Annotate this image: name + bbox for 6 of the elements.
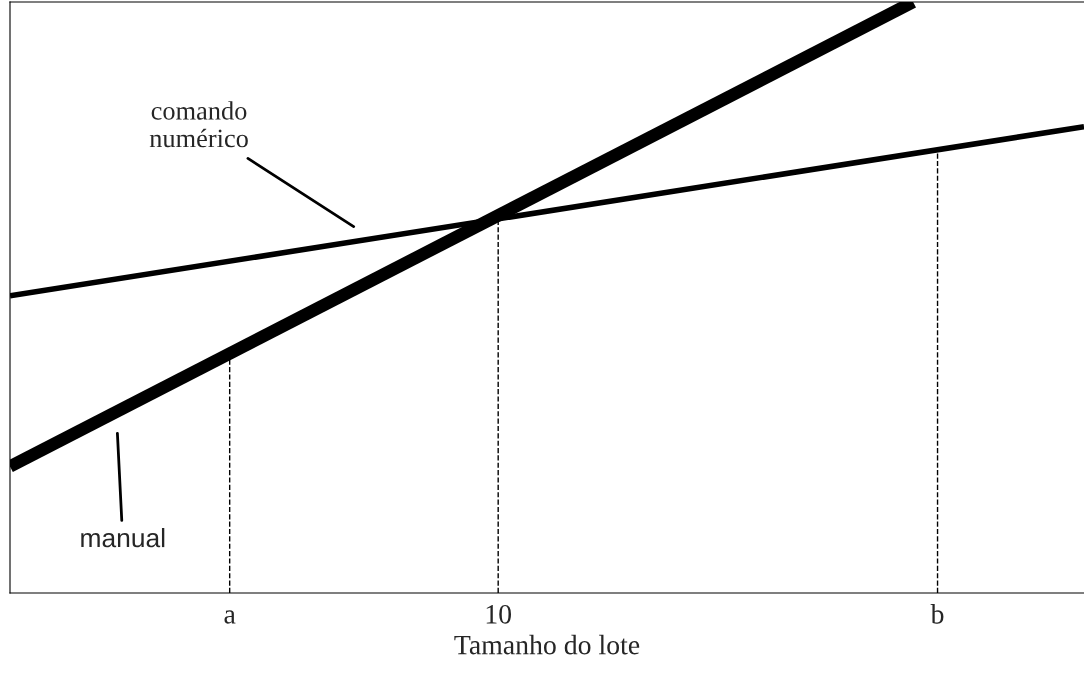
annotation: comando numérico (149, 101, 248, 148)
annotation: manual (81, 527, 165, 548)
x-tick-label: 10 (486, 604, 512, 624)
x-axis-title: Tamanho do lote (454, 634, 640, 655)
x-tick-label: a (224, 610, 236, 624)
x-tick-label: b (930, 604, 944, 624)
